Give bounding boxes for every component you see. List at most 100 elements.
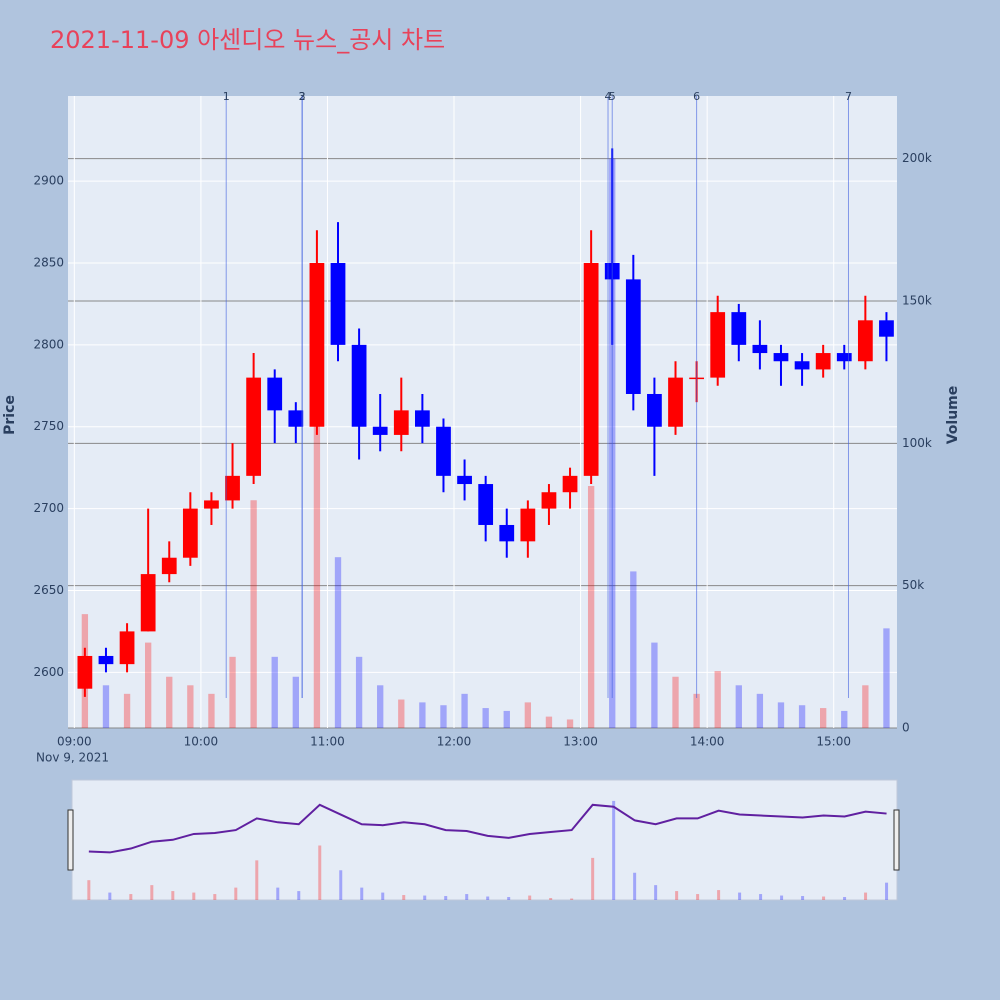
candle-body: [583, 263, 599, 476]
y-tick-label: 2650: [33, 583, 64, 597]
candle-body: [710, 312, 726, 378]
candle-body: [731, 312, 747, 345]
candle-body: [436, 426, 451, 476]
volume-bar: [102, 685, 110, 728]
slider-volume-bar: [885, 882, 889, 900]
candle-body: [857, 320, 873, 362]
candle-body: [393, 410, 409, 435]
slider-volume-bar: [465, 894, 469, 900]
range-slider[interactable]: [71, 779, 898, 901]
volume-bar: [545, 716, 553, 728]
candle-body: [182, 508, 198, 558]
slider-volume-bar: [276, 887, 280, 900]
y2-tick-label: 0: [902, 721, 910, 735]
candle-body: [267, 377, 283, 411]
candle-body: [520, 508, 536, 542]
slider-volume-bar: [612, 800, 616, 900]
slider-volume-bar: [297, 891, 301, 900]
x-tick-label: 10:00: [184, 735, 219, 749]
candle-body: [77, 655, 93, 689]
candle-body: [647, 393, 662, 427]
volume-bar: [229, 656, 236, 728]
y-tick-label: 2600: [33, 665, 64, 679]
candle-body: [372, 426, 388, 435]
volume-bar: [187, 685, 194, 728]
candle-body: [541, 492, 557, 509]
slider-volume-bar: [213, 894, 217, 900]
candle-body: [773, 353, 789, 362]
volume-bar: [208, 693, 215, 728]
candle-body: [140, 574, 156, 632]
y-tick-label: 2750: [33, 419, 64, 433]
candle-body: [815, 353, 831, 370]
slider-volume-bar: [570, 898, 574, 900]
y2-tick-label: 50k: [902, 578, 924, 592]
slider-volume-bar: [864, 892, 868, 900]
candle-body: [288, 410, 304, 427]
candle-body: [457, 475, 472, 485]
candle-body: [879, 320, 894, 337]
volume-bar: [313, 414, 321, 728]
slider-volume-bar: [171, 891, 175, 900]
date-label: Nov 9, 2021: [36, 751, 109, 765]
range-handle[interactable]: [67, 809, 74, 871]
slider-volume-bar: [339, 870, 343, 900]
candle-body: [119, 631, 135, 665]
x-tick-label: 09:00: [57, 735, 92, 749]
volume-bar: [503, 710, 510, 728]
slider-volume-bar: [234, 887, 238, 900]
slider-volume-bar: [486, 896, 490, 900]
event-label: 5: [609, 90, 616, 103]
slider-volume-bar: [381, 892, 385, 900]
candle-body: [330, 263, 346, 345]
volume-bar: [123, 693, 131, 728]
y2-tick-label: 200k: [902, 151, 932, 165]
y2-tick-label: 150k: [902, 293, 932, 307]
candle-body: [794, 361, 810, 370]
slider-volume-bar: [822, 896, 826, 900]
candle-body: [309, 263, 325, 427]
slider-volume-bar: [423, 895, 427, 900]
slider-volume-bar: [150, 885, 154, 900]
slider-volume-bar: [654, 885, 658, 900]
event-label: 7: [845, 90, 852, 103]
x-tick-label: 11:00: [310, 735, 345, 749]
volume-bar: [166, 676, 173, 728]
volume-bar: [440, 705, 447, 728]
plot-area: [68, 96, 897, 728]
range-handle[interactable]: [893, 809, 900, 871]
volume-bar: [292, 676, 299, 728]
event-label: 6: [693, 90, 700, 103]
y-tick-label: 2700: [33, 501, 64, 515]
volume-bar: [419, 702, 426, 728]
candle-body: [161, 557, 177, 575]
candle-body: [246, 377, 262, 476]
candle-body: [204, 500, 219, 509]
volume-bar: [714, 671, 721, 728]
volume-bar: [756, 693, 764, 728]
x-tick-label: 12:00: [437, 735, 472, 749]
y2-axis-title: Volume: [945, 386, 961, 445]
candle-body: [414, 410, 430, 427]
x-tick-label: 13:00: [563, 735, 598, 749]
candle-body: [752, 344, 768, 354]
volume-bar: [735, 685, 742, 728]
volume-bar: [693, 693, 700, 728]
candle-body: [562, 475, 578, 493]
slider-volume-bar: [129, 894, 133, 900]
volume-bar: [777, 702, 785, 728]
y2-tick-label: 100k: [902, 436, 932, 450]
event-label: 1: [223, 90, 230, 103]
candle-body: [225, 475, 240, 501]
slider-volume-bar: [696, 894, 700, 900]
candle-body: [625, 279, 641, 394]
slider-volume-bar: [108, 892, 112, 900]
volume-bar: [587, 486, 595, 728]
slider-volume-bar: [87, 880, 91, 900]
slider-volume-bar: [633, 872, 637, 900]
y-tick-label: 2850: [33, 256, 64, 270]
candle-body: [98, 655, 114, 665]
volume-bar: [841, 710, 848, 728]
volume-bar: [630, 571, 637, 728]
